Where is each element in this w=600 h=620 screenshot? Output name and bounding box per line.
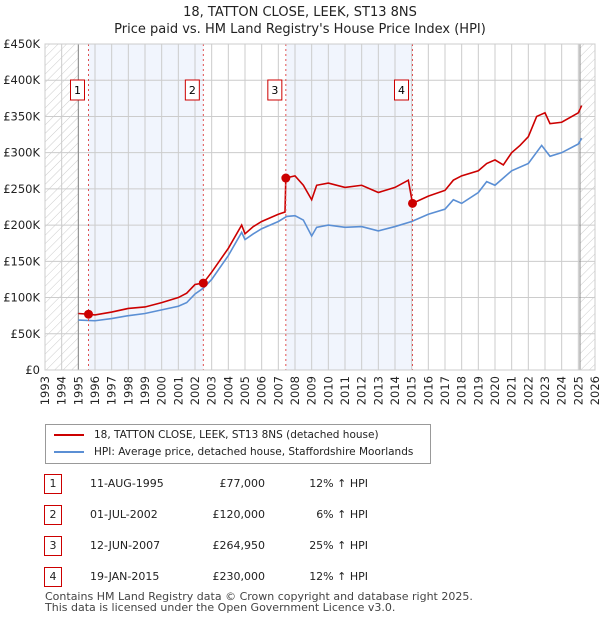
sale-row: 4 19-JAN-2015 £230,000 12% ↑ HPI	[0, 567, 600, 587]
sale-point	[84, 309, 93, 319]
sale-number: 4	[44, 567, 62, 587]
legend-property: 18, TATTON CLOSE, LEEK, ST13 8NS (detach…	[94, 429, 379, 441]
y-tick-label: £400K	[3, 73, 40, 87]
sale-number: 3	[44, 536, 62, 556]
x-tick-label: 2019	[471, 376, 485, 405]
sale-label: 2	[189, 84, 196, 97]
x-tick-label: 2025	[571, 376, 585, 405]
x-tick-label: 1994	[55, 376, 69, 405]
shaded-period	[88, 44, 204, 370]
y-tick-label: £350K	[3, 109, 40, 123]
x-tick-label: 2010	[321, 376, 335, 405]
plot-border	[44, 43, 596, 371]
x-tick-label: 2002	[188, 376, 202, 405]
x-tick-label: 2023	[538, 376, 552, 405]
y-tick-label: £100K	[3, 291, 40, 305]
x-tick-label: 2011	[338, 376, 352, 405]
sale-label: 1	[74, 84, 81, 97]
sale-price: £264,950	[212, 539, 266, 552]
x-tick-label: 2004	[221, 376, 235, 405]
sale-price: £230,000	[212, 570, 266, 583]
footer-copyright: Contains HM Land Registry data © Crown c…	[45, 590, 473, 603]
x-tick-label: 2006	[255, 376, 269, 405]
sale-hpi-diff: 6% ↑ HPI	[316, 508, 368, 521]
x-tick-label: 2000	[155, 376, 169, 405]
x-tick-label: 2016	[421, 376, 435, 405]
x-tick-label: 2015	[405, 376, 419, 405]
price-chart: 1993 1994 1995 1996 1997 1998 1999 2000 2001 2002…	[3, 37, 600, 405]
y-tick-label: £0	[25, 363, 40, 377]
x-tick-label: 2003	[205, 376, 219, 405]
x-tick-label: 2005	[238, 376, 252, 405]
sale-row: 2 01-JUL-2002 £120,000 6% ↑ HPI	[0, 505, 600, 525]
sale-hpi-diff: 25% ↑ HPI	[309, 539, 368, 552]
sale-label-box	[184, 79, 200, 101]
sale-label-box	[394, 79, 409, 101]
y-tick-label: £50K	[11, 327, 41, 341]
footer-licence: This data is licensed under the Open Gov…	[45, 601, 396, 614]
sale-date: 01-JUL-2002	[90, 508, 158, 521]
shaded-period	[285, 44, 413, 370]
x-tick-label: 1993	[38, 376, 52, 405]
sale-label: 3	[271, 84, 278, 97]
x-tick-label: 2020	[488, 376, 502, 405]
x-tick-label: 2026	[588, 376, 600, 405]
x-tick-label: 2021	[505, 376, 519, 405]
x-tick-label: 1999	[138, 376, 152, 405]
y-tick-label: £150K	[3, 254, 40, 268]
legend-blue-line	[54, 451, 84, 453]
sale-point	[408, 198, 417, 208]
x-tick-label: 2008	[288, 376, 302, 405]
legend-red-line	[54, 434, 84, 436]
x-tick-label: 1995	[71, 376, 85, 405]
sale-price: £77,000	[219, 477, 266, 490]
hpi-line	[78, 137, 583, 322]
sale-number: 1	[44, 474, 62, 494]
chart-title: 18, TATTON CLOSE, LEEK, ST13 8NS	[183, 5, 417, 20]
x-tick-label: 2009	[305, 376, 319, 405]
sale-number: 2	[44, 505, 62, 525]
x-tick-label: 2022	[521, 376, 535, 405]
y-tick-label: £300K	[3, 146, 40, 160]
x-tick-label: 1996	[88, 376, 102, 405]
hatch-post-data	[580, 44, 595, 370]
sale-point	[198, 278, 208, 288]
x-tick-label: 2001	[171, 376, 185, 405]
x-tick-label: 2024	[555, 376, 569, 405]
sale-point	[281, 173, 291, 183]
sale-date: 19-JAN-2015	[90, 570, 160, 583]
y-tick-label: £200K	[3, 218, 40, 232]
sale-label-box	[70, 79, 85, 101]
sale-row: 1 11-AUG-1995 £77,000 12% ↑ HPI	[0, 474, 600, 494]
x-tick-label: 1997	[105, 376, 119, 405]
sale-row: 3 12-JUN-2007 £264,950 25% ↑ HPI	[0, 536, 600, 556]
x-tick-label: 2007	[271, 376, 285, 405]
sale-date: 11-AUG-1995	[90, 477, 164, 490]
x-tick-label: 2012	[355, 376, 369, 405]
x-tick-label: 2013	[371, 376, 385, 405]
x-tick-label: 1998	[121, 376, 135, 405]
sale-label: 4	[398, 84, 405, 97]
sale-hpi-diff: 12% ↑ HPI	[309, 570, 368, 583]
y-tick-label: £450K	[3, 37, 40, 51]
sale-date: 12-JUN-2007	[90, 539, 161, 552]
legend-hpi: HPI: Average price, detached house, Staf…	[94, 446, 414, 458]
x-tick-label: 2018	[455, 376, 469, 405]
x-tick-label: 2014	[388, 376, 402, 405]
legend: 18, TATTON CLOSE, LEEK, ST13 8NS (detach…	[45, 424, 431, 464]
y-tick-label: £250K	[3, 182, 40, 196]
sale-label-box	[267, 79, 283, 101]
chart-subtitle: Price paid vs. HM Land Registry's House …	[114, 22, 486, 37]
sale-hpi-diff: 12% ↑ HPI	[309, 477, 368, 490]
price-paid-line	[78, 105, 583, 316]
x-tick-label: 2017	[438, 376, 452, 405]
sale-price: £120,000	[212, 508, 266, 521]
